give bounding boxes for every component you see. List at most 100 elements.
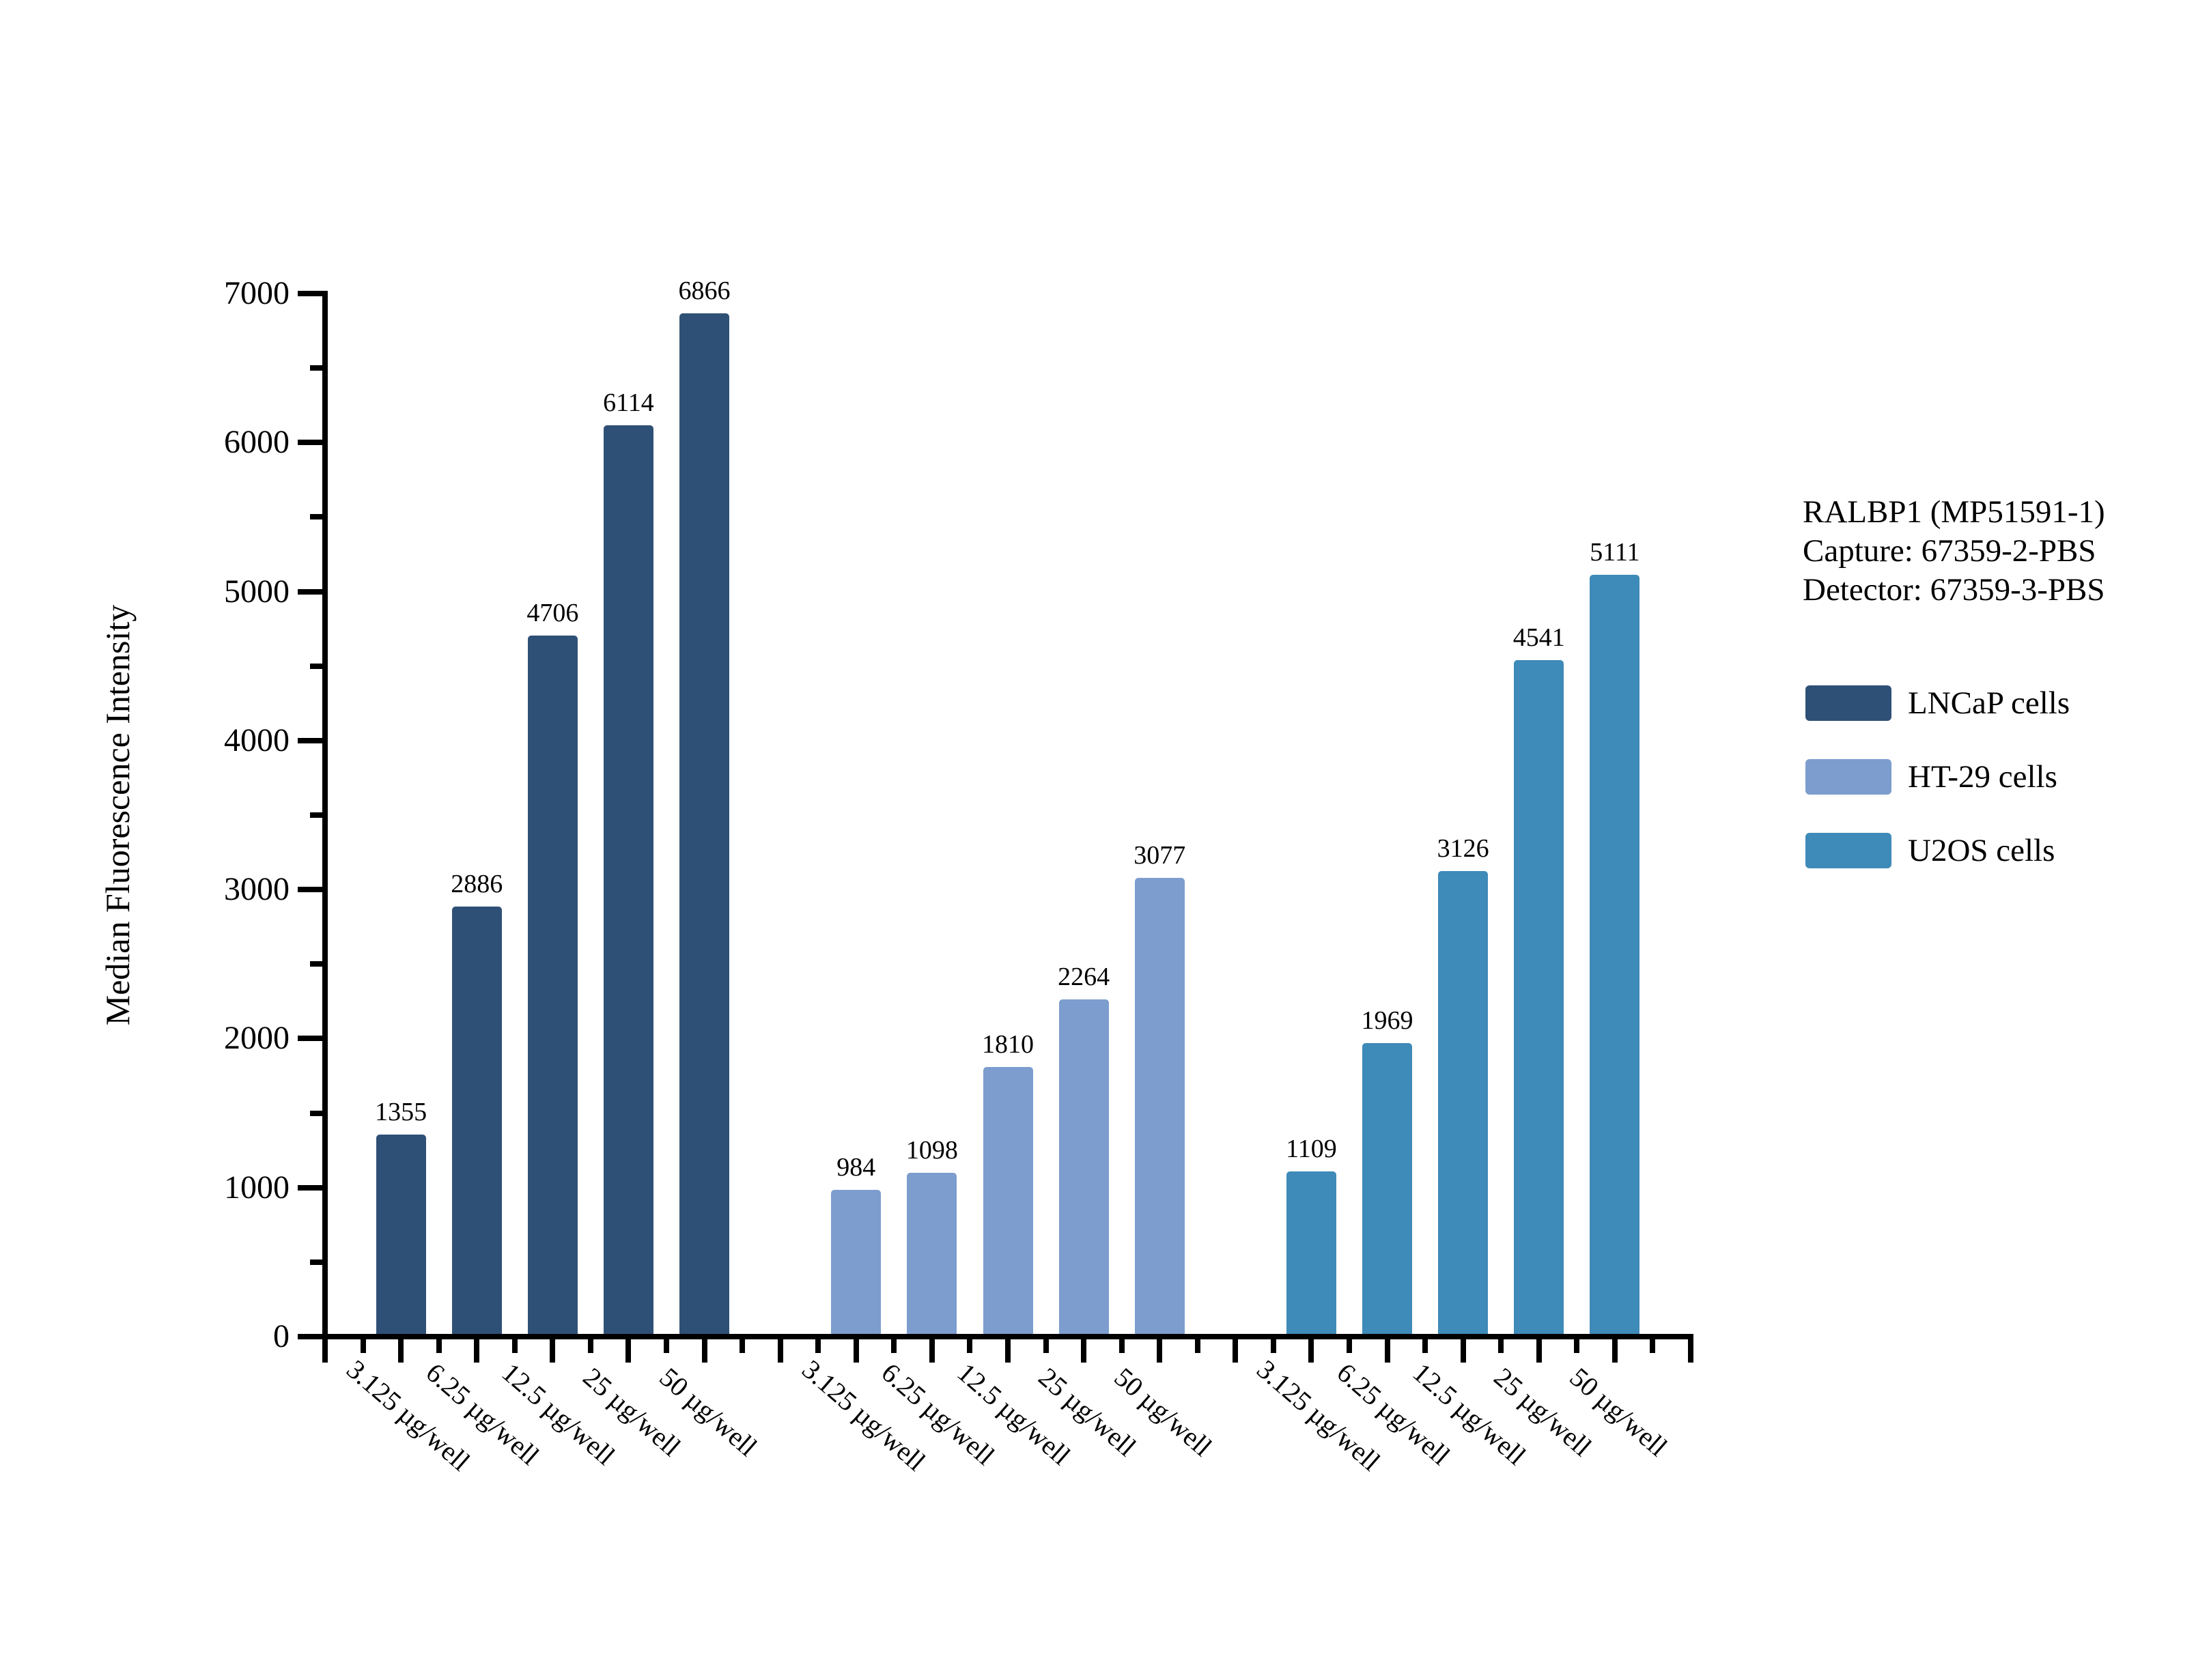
x-axis-minor-tick	[1194, 1334, 1200, 1353]
y-axis-tick-label: 1000	[224, 1169, 290, 1206]
x-axis-minor-tick	[511, 1334, 518, 1353]
bar-value-label: 6114	[603, 388, 654, 418]
bar-ht-29-25	[1058, 999, 1109, 1337]
bar-u2os-12.5	[1438, 870, 1489, 1337]
x-axis-minor-tick	[1574, 1334, 1580, 1353]
x-axis-major-tick	[1005, 1334, 1011, 1363]
x-axis-minor-tick	[1498, 1334, 1504, 1353]
legend-label-ht-29: HT-29 cells	[1908, 759, 2057, 795]
bar-value-label: 1109	[1286, 1134, 1337, 1163]
bar-value-label: 1969	[1361, 1006, 1413, 1036]
y-axis-tick-label: 4000	[224, 722, 290, 758]
x-axis-minor-tick	[1650, 1334, 1656, 1353]
x-axis-minor-tick	[360, 1334, 366, 1353]
y-axis-minor-tick	[310, 365, 325, 371]
y-axis-minor-tick	[310, 812, 325, 818]
bar-ht-29-6.25	[907, 1173, 957, 1337]
y-axis-tick-label: 2000	[224, 1020, 290, 1057]
x-axis-minor-tick	[1118, 1334, 1125, 1353]
annotation-line-target: RALBP1 (MP51591-1)	[1803, 494, 2105, 530]
x-axis-major-tick	[1688, 1334, 1693, 1363]
x-axis-line	[322, 1334, 1693, 1339]
bar-lncap-12.5	[527, 635, 578, 1337]
x-axis-major-tick	[1384, 1334, 1390, 1363]
x-axis-minor-tick	[436, 1334, 442, 1353]
bar-ht-29-12.5	[983, 1066, 1033, 1337]
y-axis-minor-tick	[310, 1110, 325, 1116]
x-axis-major-tick	[929, 1334, 935, 1363]
bar-value-label: 1810	[982, 1029, 1034, 1059]
y-axis-line	[322, 291, 328, 1363]
x-axis-major-tick	[1081, 1334, 1087, 1363]
y-axis-major-tick	[298, 887, 325, 893]
y-axis-tick-label: 7000	[224, 275, 290, 311]
y-axis-major-tick	[298, 1334, 325, 1339]
legend-swatch-u2os	[1805, 833, 1891, 868]
y-axis-minor-tick	[310, 514, 325, 520]
bar-lncap-6.25	[451, 907, 502, 1337]
bar-value-label: 2264	[1058, 962, 1110, 991]
x-axis-minor-tick	[664, 1334, 669, 1353]
y-axis-major-tick	[298, 291, 325, 296]
bar-lncap-3.125	[376, 1135, 426, 1337]
x-axis-minor-tick	[1422, 1334, 1428, 1353]
y-axis-tick-label: 3000	[224, 871, 290, 908]
x-axis-minor-tick	[740, 1334, 746, 1353]
bar-ht-29-3.125	[831, 1190, 882, 1337]
x-axis-minor-tick	[1043, 1334, 1049, 1353]
legend-label-u2os: U2OS cells	[1908, 833, 2055, 868]
bar-u2os-6.25	[1362, 1043, 1413, 1337]
x-axis-major-tick	[853, 1334, 859, 1363]
bar-value-label: 3077	[1134, 841, 1186, 870]
x-axis-minor-tick	[1347, 1334, 1352, 1353]
bar-value-label: 3126	[1437, 834, 1489, 863]
bar-value-label: 6866	[678, 276, 731, 306]
x-axis-minor-tick	[587, 1334, 593, 1353]
bar-value-label: 5111	[1590, 538, 1640, 567]
x-axis-minor-tick	[1270, 1334, 1276, 1353]
y-axis-tick-label: 0	[273, 1318, 290, 1354]
bar-lncap-25	[603, 425, 653, 1337]
x-axis-minor-tick	[815, 1334, 821, 1353]
bar-value-label: 2886	[451, 870, 503, 899]
y-axis-minor-tick	[310, 1259, 325, 1265]
y-axis-major-tick	[298, 588, 325, 595]
annotation-line-capture: Capture: 67359-2-PBS	[1803, 533, 2096, 569]
x-axis-major-tick	[1157, 1334, 1163, 1363]
x-axis-major-tick	[1233, 1334, 1239, 1363]
bar-value-label: 4541	[1512, 623, 1565, 652]
legend-swatch-lncap	[1805, 685, 1891, 721]
x-axis-major-tick	[550, 1334, 556, 1363]
legend-label-lncap: LNCaP cells	[1908, 685, 2070, 721]
x-axis-minor-tick	[891, 1334, 897, 1353]
bar-lncap-50	[679, 313, 730, 1337]
y-axis-major-tick	[298, 1184, 325, 1191]
x-axis-major-tick	[777, 1334, 783, 1363]
bar-value-label: 1098	[905, 1136, 958, 1165]
y-axis-tick-label: 6000	[224, 424, 290, 461]
y-axis-major-tick	[298, 440, 325, 446]
x-axis-major-tick	[625, 1334, 632, 1363]
y-axis-major-tick	[298, 1036, 325, 1042]
y-axis-title: Median Fluorescence Intensity	[98, 604, 137, 1026]
x-axis-major-tick	[398, 1334, 404, 1363]
y-axis-major-tick	[298, 737, 325, 743]
bar-ht-29-50	[1134, 878, 1185, 1337]
bar-u2os-50	[1590, 575, 1640, 1337]
x-axis-major-tick	[474, 1334, 480, 1363]
bar-value-label: 984	[836, 1153, 876, 1182]
x-axis-major-tick	[1536, 1334, 1542, 1363]
y-axis-tick-label: 5000	[224, 573, 290, 610]
bar-value-label: 1355	[375, 1098, 427, 1127]
bar-value-label: 4706	[526, 598, 579, 627]
y-axis-minor-tick	[310, 961, 325, 967]
annotation-block: RALBP1 (MP51591-1) Capture: 67359-2-PBS …	[1803, 493, 2105, 610]
x-axis-major-tick	[701, 1334, 707, 1363]
legend-swatch-ht-29	[1805, 759, 1891, 795]
x-axis-major-tick	[1460, 1334, 1466, 1363]
x-axis-major-tick	[1611, 1334, 1618, 1363]
x-axis-minor-tick	[967, 1334, 973, 1353]
bar-u2os-25	[1514, 659, 1564, 1337]
bar-u2os-3.125	[1286, 1171, 1336, 1337]
